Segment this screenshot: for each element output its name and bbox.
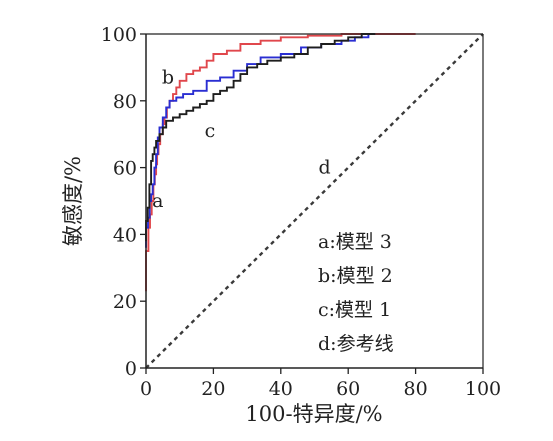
y-tick-label: 60 xyxy=(113,158,137,180)
series-line-c xyxy=(145,33,376,242)
axis-ticks: 0 20 40 60 80 100 0 20 40 60 80 100 xyxy=(101,24,501,400)
legend-entry-c: c:模型 1 xyxy=(318,299,391,321)
y-tick-label: 100 xyxy=(101,24,137,46)
series-line-a xyxy=(145,33,376,248)
series-lines: b a c d xyxy=(145,33,484,369)
x-tick-label: 40 xyxy=(269,378,293,400)
legend-entry-d: d:参考线 xyxy=(318,333,394,355)
y-tick-label: 20 xyxy=(113,291,137,313)
legend: a:模型 3 b:模型 2 c:模型 1 d:参考线 xyxy=(318,231,394,355)
x-tick-label: 60 xyxy=(336,378,360,400)
y-tick-label: 0 xyxy=(125,358,137,380)
legend-entry-a: a:模型 3 xyxy=(318,231,392,253)
y-axis-label: 敏感度/% xyxy=(61,156,85,246)
x-axis-label: 100-特异度/% xyxy=(245,402,382,426)
x-tick-label: 80 xyxy=(404,378,428,400)
y-tick-label: 80 xyxy=(113,91,137,113)
series-annotation-c: c xyxy=(205,120,216,142)
x-tick-label: 0 xyxy=(140,378,152,400)
legend-entry-b: b:模型 2 xyxy=(318,265,393,287)
series-annotation-b: b xyxy=(162,66,174,88)
y-tick-label: 40 xyxy=(113,224,137,246)
series-annotation-d: d xyxy=(319,157,331,179)
x-tick-label: 100 xyxy=(465,378,501,400)
x-tick-label: 20 xyxy=(201,378,225,400)
series-annotation-a: a xyxy=(152,190,163,212)
plot-frame xyxy=(145,33,484,369)
series-line-d xyxy=(145,33,484,369)
